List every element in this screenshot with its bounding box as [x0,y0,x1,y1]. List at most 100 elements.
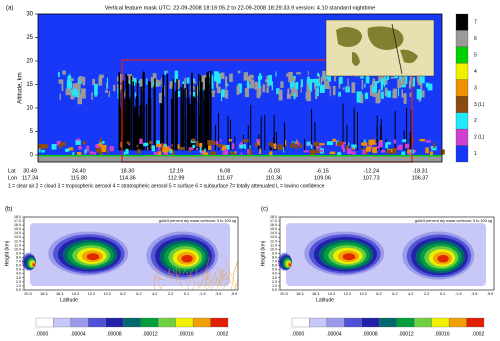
cloud-patch [146,78,148,85]
dust-contour [179,280,182,288]
aerosol-patch [228,139,232,142]
cloud-patch [286,73,289,77]
aerosol-patch [429,151,434,157]
cloud-patch [150,76,154,88]
aerosol-patch [207,140,213,145]
annotation: gold:5 percent dry mass contours: 5 to 1… [159,219,236,223]
dust-contour [210,274,215,285]
aerosol-patch [412,149,417,153]
y-tick-label: 18.0 [270,215,277,219]
aerosol-patch [351,144,357,148]
aerosol-patch [219,139,222,142]
cloud-patch [300,79,303,88]
aerosol-patch [43,143,48,149]
aerosol-patch [123,151,126,156]
aerosol-patch [106,149,109,155]
x-tick-label: -5.9 [487,292,494,296]
aerosol-patch [412,138,414,143]
colorbar-swatch [455,128,469,146]
colorbar-swatch [326,317,345,328]
colorbar-swatch [379,317,397,328]
cloud-patch [194,85,200,95]
y-tick-label: 15.0 [270,227,277,231]
aerosol-patch [51,143,57,150]
aerosol-patch [342,148,345,151]
cloud-patch [72,83,74,92]
dust-contour [174,271,178,275]
cloud-patch [268,74,272,86]
aerosol-patch [242,139,249,143]
aerosol-patch [95,146,102,153]
x-tick-label: -1.9 [455,292,462,296]
aerosol-patch [362,149,366,155]
cloud-patch [327,72,332,82]
colorbar-label: .00016 [178,331,194,337]
aerosol-patch [101,148,107,152]
colorbar-label: 3 [474,85,477,91]
aerosol-patch [229,151,233,154]
aerosol-patch [120,141,123,148]
colorbar-swatch [414,317,432,328]
y-tick-label: 20 [26,59,33,65]
aerosol-patch [126,141,130,145]
aerosol-patch [224,144,230,150]
dust-contour [207,282,210,287]
aerosol-patch [440,149,445,155]
cloud-patch [416,72,420,83]
cloud-patch [315,78,321,87]
cloud-patch [329,85,331,97]
cloud-patch [257,75,263,80]
cloud-patch [381,74,385,79]
aerosol-patch [375,142,377,146]
lon-value: 109.06 [314,175,331,181]
lat-value: 18.30 [121,168,135,174]
cloud-patch [210,90,216,94]
cloud-patch [386,90,392,98]
y-tick-label: 1.0 [16,284,21,288]
aerosol-patch [162,146,168,153]
colorbar-label: 2 (L) [474,135,485,141]
aerosol-patch [160,142,163,148]
attenuated-column [203,89,205,151]
aerosol-patch [169,150,173,154]
attenuated-column [188,98,190,151]
attenuated-column [195,85,197,151]
colorbar-swatch [455,79,469,97]
aerosol-patch [72,151,75,157]
x-tick-label: 4.2 [408,292,413,296]
cloud-patch [360,93,364,104]
cloud-patch [319,84,325,93]
y-tick-label: 0 [30,153,34,159]
y-tick-label: 2.0 [272,280,277,284]
aerosol-patch [256,138,260,144]
cloud-patch [80,88,86,99]
cloud-patch [185,89,187,98]
aerosol-patch [234,151,237,154]
attenuated-column [227,115,229,151]
aerosol-patch [371,139,376,145]
cloud-patch [256,90,261,99]
attenuated-column [199,75,202,151]
cloud-patch [293,93,296,100]
attenuated-column [264,115,266,151]
colorbar-swatch [291,317,310,328]
cloud-patch [250,82,253,89]
y-tick-label: 11.0 [14,243,21,247]
dust-contour [191,282,198,291]
cloud-patch [266,79,269,83]
aerosol-patch [84,149,87,154]
aerosol-patch [294,144,298,149]
aerosol-patch [83,150,86,155]
cloud-patch [78,76,83,82]
cloud-patch [65,88,71,96]
x-axis-label: Latitude [60,297,78,303]
aerosol-patch [340,141,346,145]
y-tick-label: 17.0 [14,219,21,223]
attenuated-column [394,111,396,151]
dust-contour [229,272,236,283]
aerosol-patch [385,141,392,145]
attenuated-column [175,97,178,151]
x-axis-label: Latitude [316,297,334,303]
attenuated-column [346,124,348,151]
colorbar-swatch [309,317,328,328]
